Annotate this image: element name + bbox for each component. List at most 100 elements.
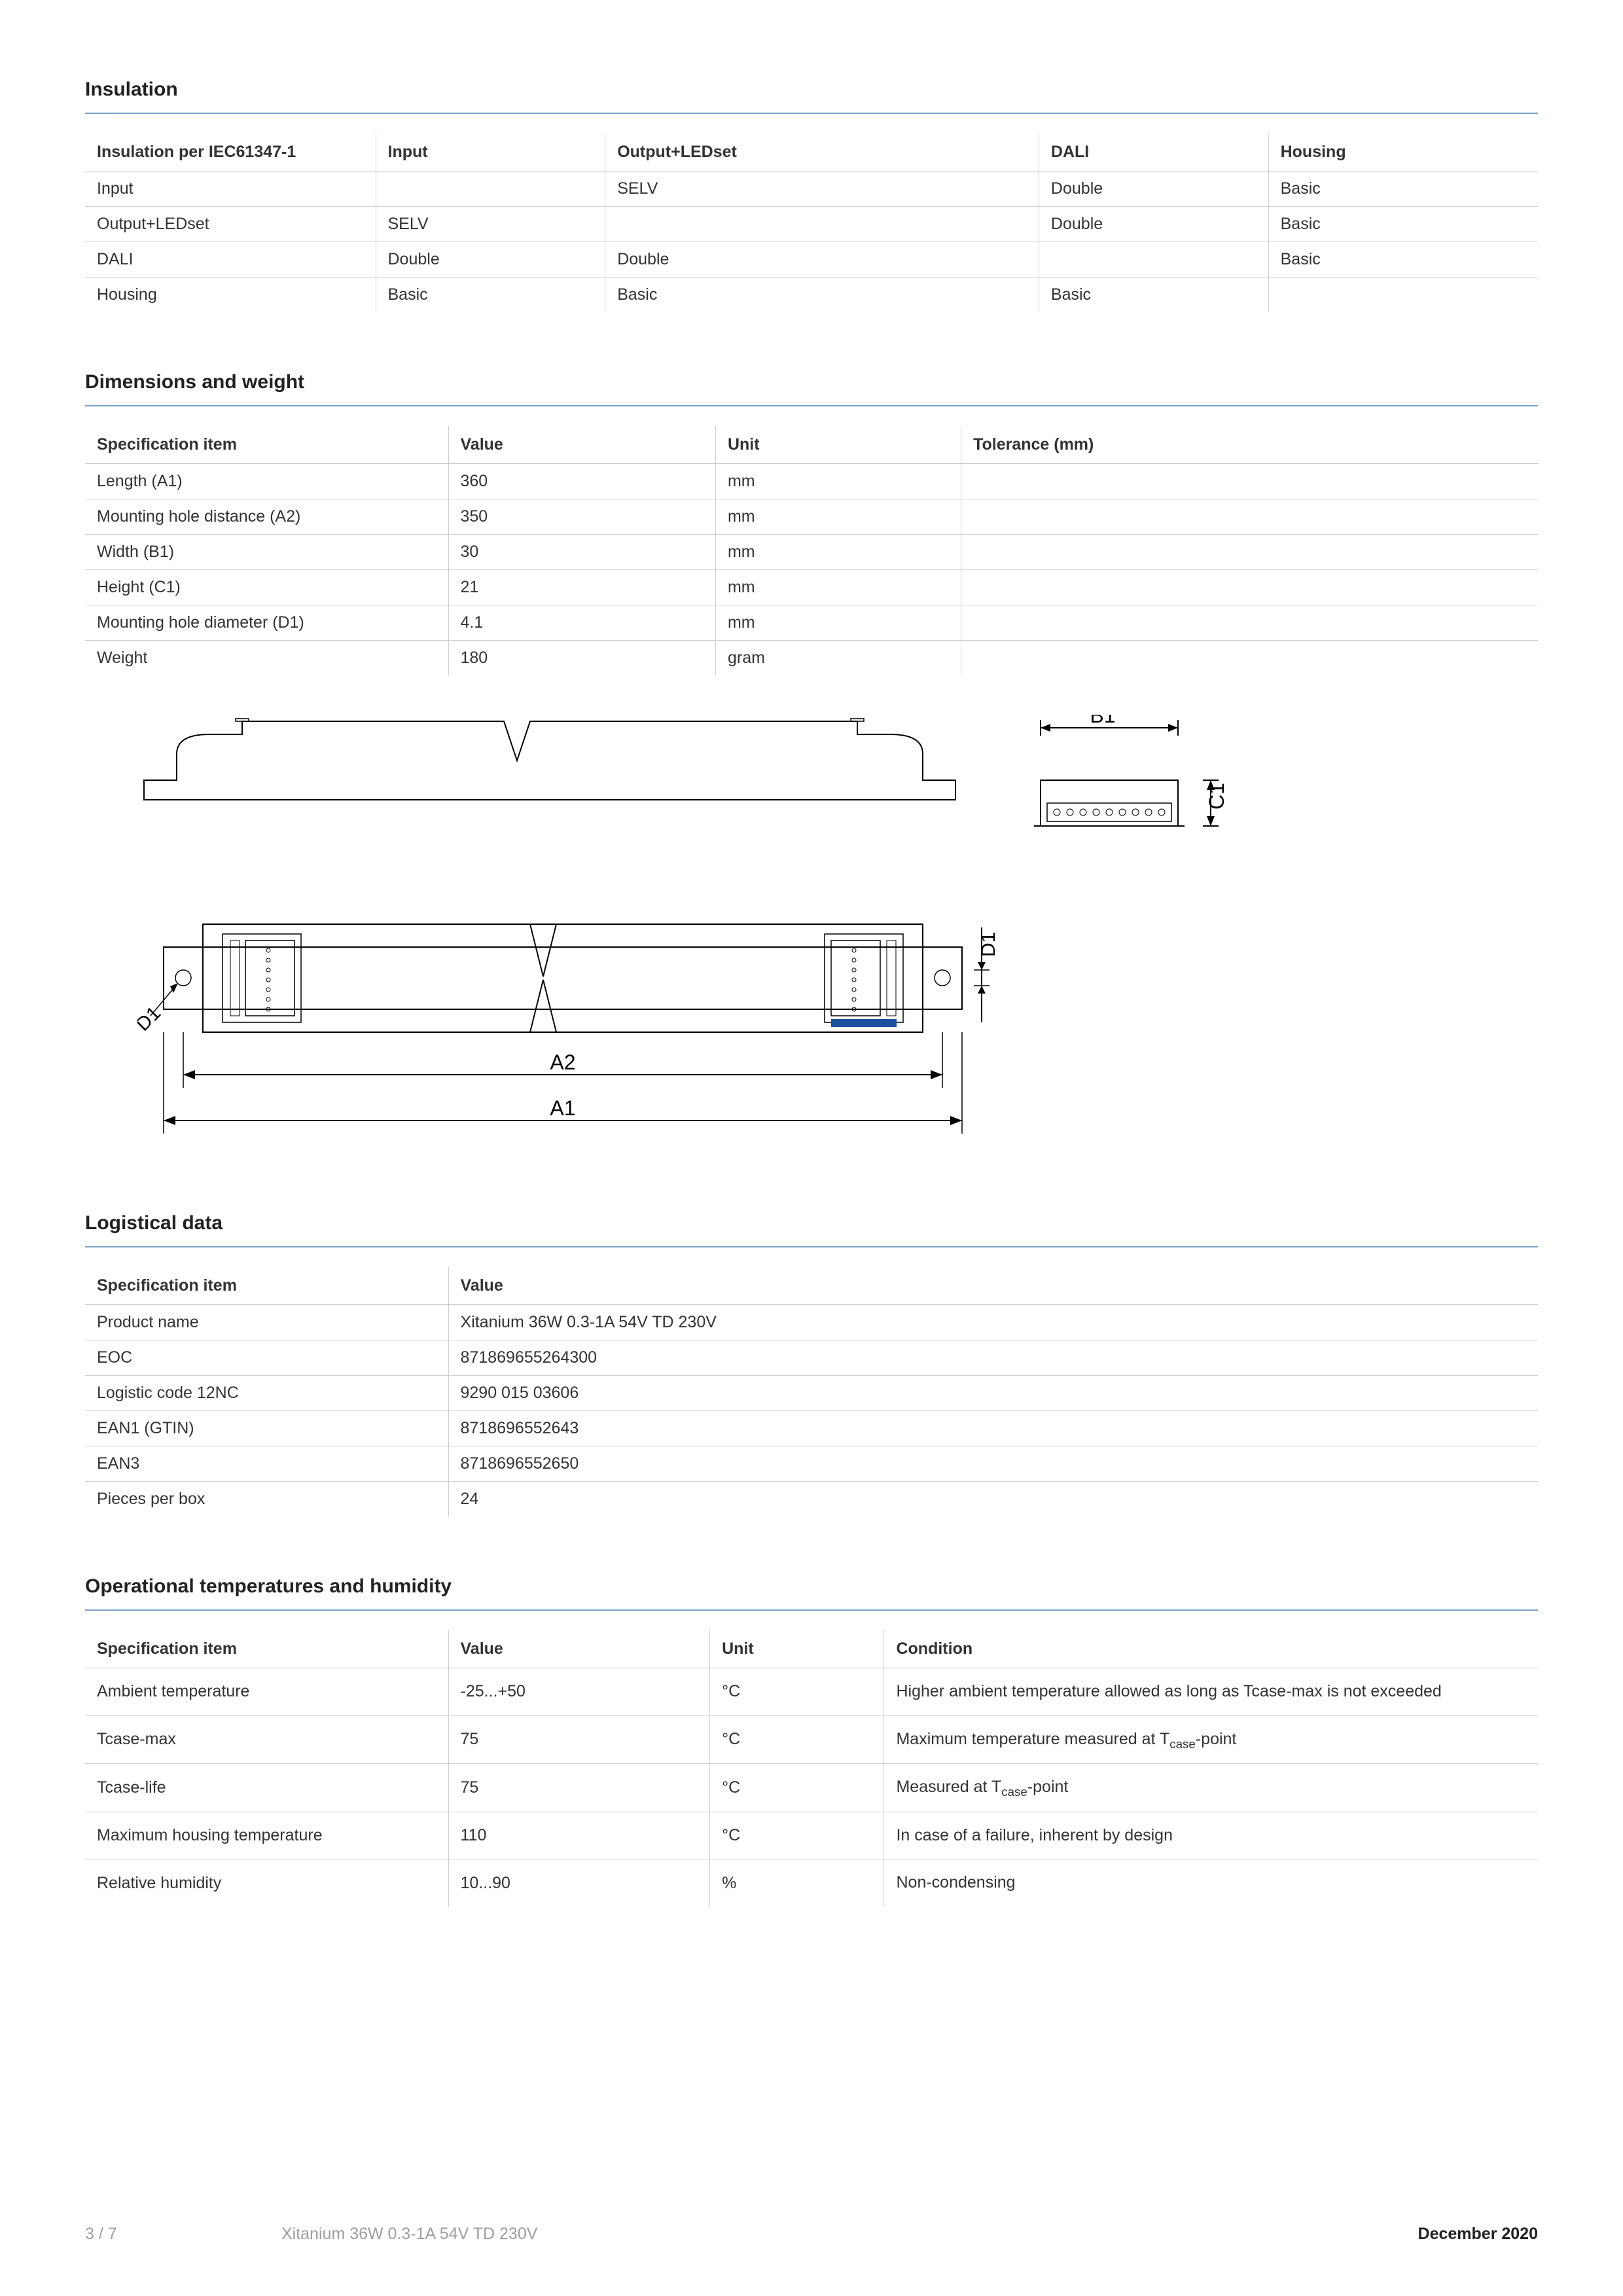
table-cell: mm bbox=[715, 499, 961, 535]
table-cell: 24 bbox=[448, 1482, 1538, 1517]
table-cell: Tcase-life bbox=[85, 1764, 448, 1812]
label-a1: A1 bbox=[550, 1096, 575, 1120]
table-cell: gram bbox=[715, 641, 961, 676]
table-cell: mm bbox=[715, 535, 961, 570]
col-header: Value bbox=[448, 1630, 710, 1668]
table-row: Ambient temperature-25...+50°CHigher amb… bbox=[85, 1668, 1538, 1716]
label-d1-right: D1 bbox=[978, 932, 999, 957]
col-header: Unit bbox=[715, 426, 961, 464]
table-cell: mm bbox=[715, 570, 961, 605]
table-header-row: Specification item Value bbox=[85, 1267, 1538, 1305]
col-header: Housing bbox=[1268, 134, 1538, 171]
table-cell bbox=[1039, 242, 1268, 278]
table-cell: Mounting hole diameter (D1) bbox=[85, 605, 448, 641]
table-cell: 75 bbox=[448, 1715, 710, 1764]
dimension-diagram: B1 C1 bbox=[85, 715, 1538, 1153]
table-row: HousingBasicBasicBasic bbox=[85, 278, 1538, 313]
table-header-row: Insulation per IEC61347-1 Input Output+L… bbox=[85, 134, 1538, 171]
table-cell bbox=[961, 535, 1538, 570]
table-body: Product nameXitanium 36W 0.3-1A 54V TD 2… bbox=[85, 1305, 1538, 1517]
table-cell: Double bbox=[376, 242, 605, 278]
table-cell: Basic bbox=[1268, 242, 1538, 278]
table-operational: Specification item Value Unit Condition … bbox=[85, 1630, 1538, 1907]
table-cell: Height (C1) bbox=[85, 570, 448, 605]
table-dimensions: Specification item Value Unit Tolerance … bbox=[85, 426, 1538, 675]
table-body: Length (A1)360mmMounting hole distance (… bbox=[85, 464, 1538, 676]
table-cell: -25...+50 bbox=[448, 1668, 710, 1716]
table-cell: Basic bbox=[605, 278, 1039, 313]
table-cell: 75 bbox=[448, 1764, 710, 1812]
table-cell: 9290 015 03606 bbox=[448, 1376, 1538, 1411]
table-cell bbox=[961, 499, 1538, 535]
table-cell bbox=[961, 605, 1538, 641]
table-cell: °C bbox=[710, 1715, 884, 1764]
table-cell: Basic bbox=[376, 278, 605, 313]
table-cell: Ambient temperature bbox=[85, 1668, 448, 1716]
footer-product-name: Xitanium 36W 0.3-1A 54V TD 230V bbox=[281, 2225, 1418, 2244]
col-header: Condition bbox=[884, 1630, 1538, 1668]
table-cell: Double bbox=[605, 242, 1039, 278]
table-cell: 180 bbox=[448, 641, 715, 676]
table-row: Height (C1)21mm bbox=[85, 570, 1538, 605]
table-cell: 360 bbox=[448, 464, 715, 499]
table-cell: Basic bbox=[1268, 207, 1538, 242]
table-cell: Relative humidity bbox=[85, 1859, 448, 1907]
table-row: Pieces per box24 bbox=[85, 1482, 1538, 1517]
label-d1-left: D1 bbox=[137, 1002, 165, 1035]
heading-insulation: Insulation bbox=[85, 79, 1538, 114]
table-row: EAN1 (GTIN)8718696552643 bbox=[85, 1411, 1538, 1446]
table-cell: EOC bbox=[85, 1340, 448, 1376]
table-cell: EAN3 bbox=[85, 1446, 448, 1482]
table-cell: Housing bbox=[85, 278, 376, 313]
label-c1: C1 bbox=[1205, 783, 1228, 810]
table-cell: % bbox=[710, 1859, 884, 1907]
diagram-top-row: B1 C1 bbox=[137, 715, 1538, 852]
section-insulation: Insulation Insulation per IEC61347-1 Inp… bbox=[85, 79, 1538, 312]
col-header: DALI bbox=[1039, 134, 1268, 171]
table-cell: Non-condensing bbox=[884, 1859, 1538, 1907]
side-profile-diagram bbox=[137, 715, 962, 813]
table-row: EAN38718696552650 bbox=[85, 1446, 1538, 1482]
table-row: Relative humidity10...90%Non-condensing bbox=[85, 1859, 1538, 1907]
table-cell: 10...90 bbox=[448, 1859, 710, 1907]
col-header: Tolerance (mm) bbox=[961, 426, 1538, 464]
table-cell: 30 bbox=[448, 535, 715, 570]
table-row: Length (A1)360mm bbox=[85, 464, 1538, 499]
footer-date: December 2020 bbox=[1418, 2225, 1538, 2244]
table-cell: °C bbox=[710, 1668, 884, 1716]
table-cell: Measured at Tcase-point bbox=[884, 1764, 1538, 1812]
section-dimensions: Dimensions and weight Specification item… bbox=[85, 371, 1538, 1153]
table-insulation: Insulation per IEC61347-1 Input Output+L… bbox=[85, 134, 1538, 312]
table-logistical: Specification item Value Product nameXit… bbox=[85, 1267, 1538, 1516]
heading-logistical: Logistical data bbox=[85, 1212, 1538, 1247]
table-cell: Double bbox=[1039, 207, 1268, 242]
table-row: DALIDoubleDoubleBasic bbox=[85, 242, 1538, 278]
table-cell bbox=[961, 641, 1538, 676]
table-cell bbox=[961, 570, 1538, 605]
col-header: Output+LEDset bbox=[605, 134, 1039, 171]
table-cell: Product name bbox=[85, 1305, 448, 1340]
heading-operational: Operational temperatures and humidity bbox=[85, 1575, 1538, 1611]
table-cell: 21 bbox=[448, 570, 715, 605]
col-header: Specification item bbox=[85, 426, 448, 464]
col-header: Value bbox=[448, 426, 715, 464]
table-row: EOC871869655264300 bbox=[85, 1340, 1538, 1376]
table-cell: 8718696552650 bbox=[448, 1446, 1538, 1482]
table-cell: Logistic code 12NC bbox=[85, 1376, 448, 1411]
table-cell: 871869655264300 bbox=[448, 1340, 1538, 1376]
table-cell: Maximum temperature measured at Tcase-po… bbox=[884, 1715, 1538, 1764]
table-cell: Width (B1) bbox=[85, 535, 448, 570]
table-cell: 350 bbox=[448, 499, 715, 535]
page-footer: 3 / 7 Xitanium 36W 0.3-1A 54V TD 230V De… bbox=[85, 2225, 1538, 2244]
table-cell: EAN1 (GTIN) bbox=[85, 1411, 448, 1446]
table-cell: Basic bbox=[1039, 278, 1268, 313]
end-view-diagram: B1 C1 bbox=[1001, 715, 1237, 852]
table-cell: °C bbox=[710, 1764, 884, 1812]
table-cell: 4.1 bbox=[448, 605, 715, 641]
table-header-row: Specification item Value Unit Tolerance … bbox=[85, 426, 1538, 464]
table-cell: Mounting hole distance (A2) bbox=[85, 499, 448, 535]
table-cell: °C bbox=[710, 1812, 884, 1859]
col-header: Value bbox=[448, 1267, 1538, 1305]
table-row: Maximum housing temperature110°CIn case … bbox=[85, 1812, 1538, 1859]
table-cell: mm bbox=[715, 605, 961, 641]
